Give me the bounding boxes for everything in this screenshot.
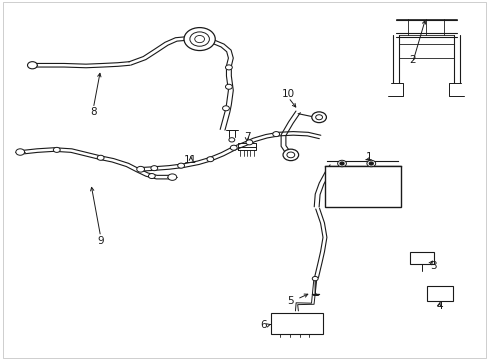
Circle shape bbox=[97, 155, 104, 160]
Circle shape bbox=[286, 152, 294, 158]
Circle shape bbox=[183, 28, 215, 50]
Bar bbox=[271, 313, 322, 334]
Bar bbox=[409, 252, 433, 264]
Circle shape bbox=[337, 160, 346, 167]
Circle shape bbox=[177, 163, 184, 168]
Text: 4: 4 bbox=[435, 301, 442, 311]
Bar bbox=[427, 286, 452, 301]
Circle shape bbox=[228, 138, 234, 142]
Circle shape bbox=[272, 132, 279, 136]
Circle shape bbox=[339, 162, 343, 165]
Text: 1: 1 bbox=[365, 152, 371, 162]
Circle shape bbox=[366, 160, 375, 167]
Circle shape bbox=[167, 174, 176, 180]
Text: 8: 8 bbox=[90, 107, 97, 117]
Circle shape bbox=[368, 162, 372, 165]
Bar bbox=[325, 166, 400, 207]
Circle shape bbox=[225, 84, 232, 89]
Circle shape bbox=[315, 115, 322, 120]
Text: 6: 6 bbox=[260, 320, 266, 330]
Text: 3: 3 bbox=[429, 261, 435, 271]
Circle shape bbox=[245, 140, 252, 145]
Circle shape bbox=[230, 145, 237, 150]
Circle shape bbox=[222, 106, 229, 111]
Circle shape bbox=[27, 62, 37, 69]
Text: 2: 2 bbox=[408, 55, 415, 65]
Circle shape bbox=[312, 276, 318, 281]
Circle shape bbox=[16, 149, 24, 155]
Circle shape bbox=[151, 166, 158, 171]
Text: 7: 7 bbox=[243, 132, 250, 142]
Circle shape bbox=[189, 32, 209, 46]
Circle shape bbox=[53, 147, 60, 152]
Circle shape bbox=[148, 174, 155, 179]
Circle shape bbox=[311, 112, 326, 123]
Circle shape bbox=[283, 149, 298, 161]
Text: 5: 5 bbox=[287, 296, 294, 306]
Circle shape bbox=[194, 36, 204, 42]
Circle shape bbox=[206, 157, 213, 162]
Circle shape bbox=[137, 166, 144, 172]
Text: 9: 9 bbox=[97, 236, 104, 246]
Circle shape bbox=[225, 65, 232, 70]
Text: 10: 10 bbox=[281, 89, 294, 99]
Text: 11: 11 bbox=[184, 155, 197, 165]
